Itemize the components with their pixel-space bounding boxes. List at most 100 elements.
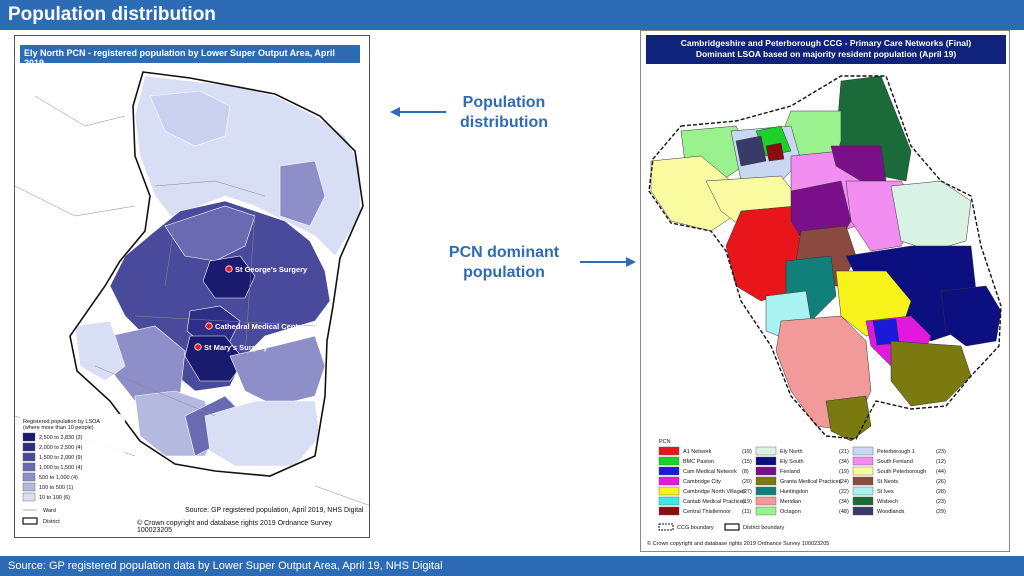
- lsoa-light-northwest: [149, 90, 231, 147]
- pcn-map-graphic: PCN A1 Network (19) BMC Paston (15) Cam Medi…: [647, 75, 1002, 547]
- pcn-legend-swatch: [658, 486, 680, 496]
- pcn-legend-swatch: [755, 456, 777, 466]
- ccg-boundary: [648, 75, 1002, 440]
- legend-title: Registered population by LSOA: [23, 419, 100, 425]
- pcn-legend-name: South Peterborough: [877, 469, 926, 475]
- slide-footer: Source: GP registered population data by…: [0, 556, 1024, 576]
- pcn-legend-count: (19): [742, 449, 752, 455]
- pcn-legend-count: (20): [742, 479, 752, 485]
- pcn-legend-swatch: [658, 456, 680, 466]
- region-granta-south: [825, 395, 872, 442]
- left-map-copyright: © Crown copyright and database rights 20…: [137, 520, 333, 534]
- district-boundary-swatch: [724, 523, 740, 531]
- pcn-legend-swatch: [658, 466, 680, 476]
- pcn-legend-count: (12): [936, 459, 946, 465]
- callout-line: population: [463, 264, 545, 281]
- legend-band-swatch: [22, 452, 36, 462]
- right-map-title-line1: Cambridgeshire and Peterborough CCG - Pr…: [680, 38, 972, 48]
- pcn-legend-swatch: [755, 466, 777, 476]
- slide-title: Population distribution: [0, 0, 1024, 30]
- legend-band-label: 1,000 to 1,500 (4): [39, 465, 83, 471]
- pcn-legend-name: Huntingdon: [780, 489, 808, 495]
- callout-line: PCN dominant: [448, 244, 560, 261]
- lsoa-west-light: [74, 320, 126, 382]
- pcn-legend-count: (34): [839, 499, 849, 505]
- pcn-legend-count: (19): [742, 499, 752, 505]
- pcn-legend-name: Ely South: [780, 459, 804, 465]
- district-boundary-label: District boundary: [743, 525, 785, 531]
- lsoa-mid-east: [279, 160, 326, 227]
- pcn-legend-swatch: [852, 456, 874, 466]
- region-granta: [890, 340, 972, 407]
- pcn-legend-name: Granta Medical Practices: [780, 479, 842, 485]
- legend-band-swatch: [22, 442, 36, 452]
- st-marys-surgery-marker: [194, 343, 202, 351]
- legend-band-label: 10 to 100 (6): [39, 495, 70, 501]
- region-ely-south: [940, 285, 1002, 347]
- pcn-legend-swatch: [755, 446, 777, 456]
- pcn-legend-count: (15): [742, 459, 752, 465]
- pcn-legend-swatch: [755, 496, 777, 506]
- callout-pcn-dominant-population: PCN dominant population: [432, 243, 576, 283]
- pcn-dominant-map: Cambridgeshire and Peterborough CCG - Pr…: [640, 30, 1010, 552]
- pcn-legend-swatch: [852, 466, 874, 476]
- ely-north-population-map: St George's Surgery Cathedral Medical Ce…: [14, 35, 370, 538]
- pcn-legend-swatch: [755, 486, 777, 496]
- pcn-legend-count: (11): [742, 509, 752, 515]
- pcn-legend-name: Central Thistlemoor: [683, 509, 731, 515]
- lsoa-upper-band: [164, 205, 256, 262]
- pcn-legend-name: A1 Network: [683, 449, 712, 455]
- pcn-legend-count: (27): [742, 489, 752, 495]
- pcn-legend-name: Cam Medical Network: [683, 469, 737, 475]
- pcn-legend-swatch: [658, 496, 680, 506]
- legend-band-swatch: [22, 492, 36, 502]
- legend-band-label: 500 to 1,000 (4): [39, 475, 78, 481]
- pcn-legend-name: Woodlands: [877, 509, 905, 515]
- pcn-legend-count: (21): [839, 449, 849, 455]
- right-map-title: Cambridgeshire and Peterborough CCG - Pr…: [646, 35, 1006, 64]
- legend-band-label: 2,000 to 2,500 (4): [39, 445, 83, 451]
- legend-band-label: 2,500 to 2,830 (2): [39, 435, 83, 441]
- callout-population-distribution: Population distribution: [448, 93, 560, 133]
- legend-band-swatch: [22, 462, 36, 472]
- pcn-legend-name: Peterborough 1: [877, 449, 915, 455]
- pcn-legend-swatch: [852, 476, 874, 486]
- pcn-legend-swatch: [658, 446, 680, 456]
- pcn-legend-count: (8): [742, 469, 749, 475]
- legend-ward-label: Ward: [43, 508, 56, 514]
- pcn-legend-count: (29): [936, 509, 946, 515]
- ccg-boundary-swatch: [658, 523, 674, 531]
- pcn-legend-name: Meridian: [780, 499, 801, 505]
- legend-band-swatch: [22, 472, 36, 482]
- legend-district-label: District: [43, 519, 60, 525]
- pcn-legend: PCN A1 Network (19) BMC Paston (15) Cam Medi…: [647, 439, 946, 547]
- pcn-legend-name: Octagon: [780, 509, 801, 515]
- pcn-legend-name: Fenland: [780, 469, 800, 475]
- pcn-legend-name: Wisbech: [877, 499, 898, 505]
- district-swatch: [22, 517, 38, 525]
- pcn-legend-swatch: [852, 486, 874, 496]
- ccg-boundary-label: CCG boundary: [677, 525, 714, 531]
- legend-band-label: 100 to 500 (1): [39, 485, 73, 491]
- pcn-legend-name: St Neots: [877, 479, 898, 485]
- pcn-legend-name: Cantab Medical Practices: [683, 499, 746, 505]
- region-ely-north: [890, 180, 972, 252]
- pcn-legend-name: Ely North: [780, 449, 803, 455]
- pcn-legend-swatch: [852, 506, 874, 516]
- pcn-legend-count: (23): [936, 499, 946, 505]
- pcn-legend-count: (34): [839, 459, 849, 465]
- ely-north-map-graphic: St George's Surgery Cathedral Medical Ce…: [15, 71, 369, 526]
- pcn-legend-name: South Fenland: [877, 459, 913, 465]
- left-arrow-icon: [390, 107, 446, 117]
- legend-band-swatch: [22, 432, 36, 442]
- left-map-source: Source: GP registered population, April …: [185, 507, 364, 514]
- right-map-copyright: © Crown copyright and database rights 20…: [647, 540, 829, 547]
- pcn-legend-swatch: [852, 496, 874, 506]
- pcn-legend-swatch: [755, 506, 777, 516]
- pcn-legend-swatch: [852, 446, 874, 456]
- pcn-legend-count: (28): [936, 489, 946, 495]
- district-boundary: [69, 71, 364, 477]
- cathedral-medical-centre-marker: [205, 322, 213, 330]
- lsoa-southeast-light: [204, 400, 321, 467]
- lsoa-east-south: [229, 335, 326, 407]
